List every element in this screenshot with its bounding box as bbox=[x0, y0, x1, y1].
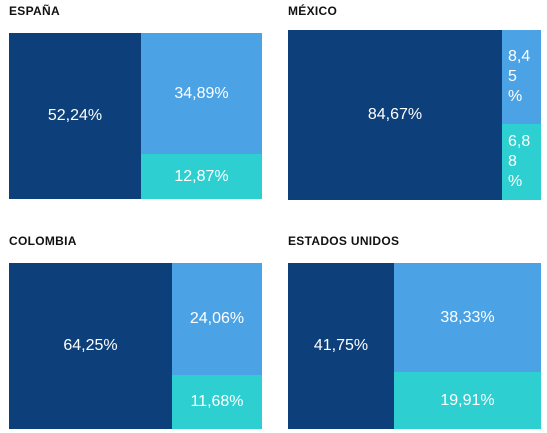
treemap-cell: 12,87% bbox=[141, 154, 262, 199]
treemap-cell: 84,67% bbox=[288, 30, 502, 200]
treemap: 41,75% 38,33% 19,91% bbox=[288, 263, 541, 429]
cell-label: 11,68% bbox=[190, 393, 244, 410]
cell-label: 38,33% bbox=[440, 308, 495, 326]
cell-label: 6,88 % bbox=[508, 133, 531, 190]
treemap-cell: 24,06% bbox=[172, 263, 262, 375]
panel-espana: ESPAÑA 52,24% 34,89% 12,87% bbox=[9, 4, 262, 200]
treemap-cell: 38,33% bbox=[394, 263, 541, 372]
panel-title: MÉXICO bbox=[288, 4, 338, 18]
treemap-cell: 19,91% bbox=[394, 372, 541, 429]
cell-label: 24,06% bbox=[189, 310, 245, 327]
cell-label: 64,25% bbox=[63, 337, 118, 354]
cell-label: 12,87% bbox=[174, 167, 229, 185]
cell-label: 8,45 % bbox=[508, 48, 531, 105]
panel-title: ESPAÑA bbox=[9, 4, 60, 18]
cell-label: 19,91% bbox=[440, 391, 495, 409]
panel-title: ESTADOS UNIDOS bbox=[288, 234, 400, 248]
panel-title: COLOMBIA bbox=[9, 234, 77, 248]
treemap: 52,24% 34,89% 12,87% bbox=[9, 33, 262, 199]
treemap: 64,25% 24,06% 11,68% bbox=[9, 263, 262, 429]
treemap-cell: 11,68% bbox=[172, 375, 262, 429]
treemap-cell: 52,24% bbox=[9, 33, 141, 199]
panel-mexico: MÉXICO 84,67% 8,45 % 6,88 % bbox=[288, 4, 541, 200]
treemap: 84,67% 8,45 % 6,88 % bbox=[288, 30, 541, 200]
panel-colombia: COLOMBIA 64,25% 24,06% 11,68% bbox=[9, 234, 262, 430]
panel-estados-unidos: ESTADOS UNIDOS 41,75% 38,33% 19,91% bbox=[288, 234, 541, 430]
treemap-cell: 6,88 % bbox=[502, 124, 541, 200]
treemap-cell: 34,89% bbox=[141, 33, 262, 154]
cell-label: 41,75% bbox=[313, 337, 369, 354]
treemap-cell: 64,25% bbox=[9, 263, 172, 429]
cell-label: 34,89% bbox=[174, 84, 229, 102]
treemap-cell: 8,45 % bbox=[502, 30, 541, 124]
treemap-cell: 41,75% bbox=[288, 263, 394, 429]
cell-label: 52,24% bbox=[47, 107, 103, 124]
cell-label: 84,67% bbox=[367, 106, 423, 123]
